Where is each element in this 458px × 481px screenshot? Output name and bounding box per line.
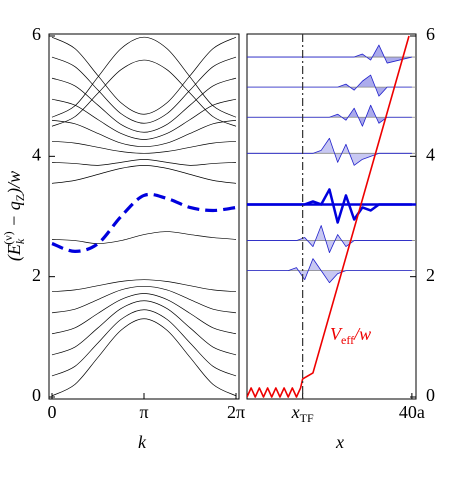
band-line — [51, 318, 237, 397]
band-line — [51, 192, 237, 253]
band-line — [51, 119, 237, 148]
wavefunction — [247, 74, 412, 97]
x-label: k — [138, 432, 147, 452]
x-tick-label-text: 2π — [227, 402, 245, 422]
band-line — [51, 77, 237, 133]
wavefunction-fill — [247, 45, 412, 64]
x-tick-label: 2π — [227, 402, 245, 422]
band-line — [51, 36, 237, 118]
annotation-part: eff — [341, 333, 354, 347]
wavefunction-fill — [247, 225, 412, 253]
wavefunction — [247, 104, 412, 127]
x-tick-label: xTF — [291, 402, 314, 425]
x-tick-label: π — [139, 402, 148, 422]
y-label-part: )/w — [4, 171, 25, 195]
x-tick-label: 40a — [399, 402, 425, 422]
wavefunction — [247, 44, 412, 64]
x-tick-label-text: π — [139, 402, 148, 422]
plot-area — [247, 35, 416, 398]
y-tick-label: 6 — [426, 24, 435, 44]
y-label: (Ek(ν) − qZ)/w — [1, 171, 27, 261]
band-line — [51, 158, 237, 166]
x-label: x — [335, 432, 344, 452]
y-label-part: − q — [4, 201, 24, 231]
right-frame — [246, 33, 417, 400]
wavefunction — [247, 188, 412, 224]
y-label-part: Z — [13, 194, 27, 201]
y-tick-label: 6 — [32, 24, 41, 44]
x-tick-label-text: 40a — [399, 402, 425, 422]
band-line — [51, 36, 237, 115]
y-tick-label: 0 — [426, 385, 435, 405]
left-frame — [48, 33, 240, 400]
band-line — [51, 231, 237, 244]
band-line — [51, 293, 237, 335]
band-line — [51, 140, 237, 154]
y-label-part: k — [13, 238, 27, 244]
y-tick-label: 4 — [32, 144, 41, 164]
wavefunction-fill — [247, 105, 412, 127]
band-line — [51, 279, 237, 293]
wavefunction-fill — [247, 75, 412, 97]
annotation-part: /w — [353, 324, 371, 344]
band-line — [51, 300, 237, 356]
band-line — [51, 56, 237, 124]
x-tick-label-text: x — [291, 402, 300, 422]
band-line — [51, 285, 237, 314]
y-tick-label: 2 — [426, 265, 435, 285]
y-label-part: (ν) — [1, 231, 15, 244]
potential-line — [247, 35, 410, 398]
wavefunction-fill — [247, 138, 412, 166]
plot-area — [51, 36, 237, 397]
band-line — [51, 165, 237, 184]
x-tick-label: 0 — [48, 402, 57, 422]
annotation: Veff/w — [330, 324, 371, 347]
band-line — [51, 309, 237, 377]
y-tick-label: 2 — [32, 265, 41, 285]
band-line — [51, 59, 237, 127]
wavefunction — [247, 225, 412, 253]
band-line — [51, 98, 237, 140]
y-tick-label: 4 — [426, 144, 435, 164]
wavefunction — [247, 258, 412, 284]
y-tick-label: 0 — [32, 385, 41, 405]
y-label-part: (E — [4, 244, 25, 261]
x-tick-label-subscript: TF — [300, 411, 314, 425]
wavefunction — [247, 137, 412, 166]
x-tick-label-text: 0 — [48, 402, 57, 422]
annotation-part: V — [330, 324, 343, 344]
